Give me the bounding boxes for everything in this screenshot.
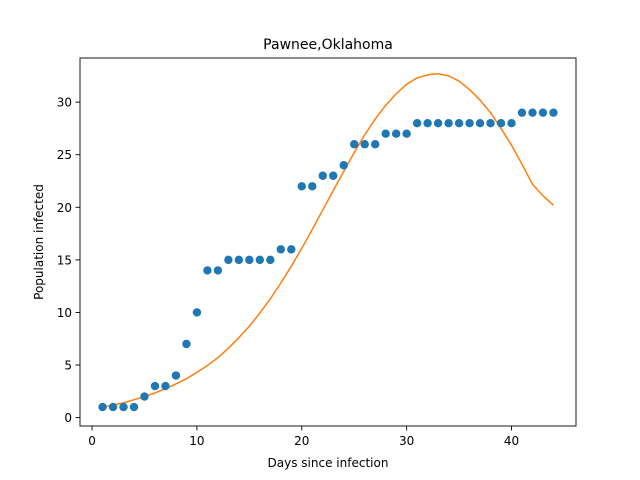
fit-line (102, 73, 554, 408)
data-point (98, 402, 107, 412)
y-tick-label: 5 (64, 359, 72, 373)
data-point (549, 108, 558, 117)
x-axis: 0 10 20 30 40 (88, 426, 519, 448)
data-point (423, 118, 432, 128)
y-axis: 0 5 10 15 20 25 30 (57, 96, 80, 425)
data-point (496, 118, 506, 128)
data-point (360, 140, 369, 149)
data-point (182, 339, 191, 349)
data-point (329, 171, 338, 180)
data-point (287, 245, 296, 254)
data-point (339, 161, 348, 170)
chart-title: Pawnee,Oklahoma (263, 37, 393, 53)
data-point (433, 118, 443, 128)
y-tick-label: 20 (57, 201, 72, 215)
data-point (150, 381, 160, 391)
axes-frame (79, 57, 577, 427)
data-point (528, 108, 537, 117)
y-tick-label: 25 (57, 148, 72, 162)
data-point (297, 182, 306, 191)
data-point (538, 108, 548, 117)
data-point (171, 371, 181, 380)
data-point (140, 392, 149, 401)
x-tick-label: 10 (189, 434, 204, 448)
y-axis-label: Population infected (32, 184, 46, 300)
plot-area (98, 73, 558, 412)
data-point (517, 108, 527, 117)
data-point (119, 402, 128, 412)
data-point (370, 140, 380, 149)
data-point (465, 118, 474, 128)
data-point (224, 255, 233, 265)
data-point (245, 255, 254, 265)
data-point (108, 402, 118, 412)
data-point (402, 129, 411, 138)
data-point (129, 402, 139, 412)
y-tick-label: 0 (64, 411, 72, 425)
data-point (391, 129, 401, 138)
data-point (255, 255, 265, 265)
data-point (444, 118, 453, 128)
x-tick-label: 0 (88, 434, 96, 448)
data-point (507, 118, 516, 128)
data-point (318, 171, 327, 180)
x-tick-label: 30 (399, 434, 414, 448)
data-point (276, 245, 286, 254)
data-point (486, 118, 495, 128)
data-point (412, 118, 422, 128)
data-point (475, 118, 485, 128)
data-point (266, 255, 275, 265)
data-point (308, 182, 317, 191)
x-tick-label: 40 (504, 434, 519, 448)
data-point (192, 308, 202, 317)
data-point (213, 266, 223, 275)
y-tick-label: 15 (57, 253, 72, 267)
data-point (454, 118, 464, 128)
data-point (203, 266, 212, 275)
x-axis-label: Days since infection (268, 456, 389, 470)
data-point (161, 381, 170, 391)
data-point (381, 129, 390, 138)
x-tick-label: 20 (294, 434, 309, 448)
y-tick-label: 10 (57, 306, 72, 320)
data-point (350, 140, 359, 149)
y-tick-label: 30 (57, 96, 72, 110)
data-point (234, 255, 244, 265)
